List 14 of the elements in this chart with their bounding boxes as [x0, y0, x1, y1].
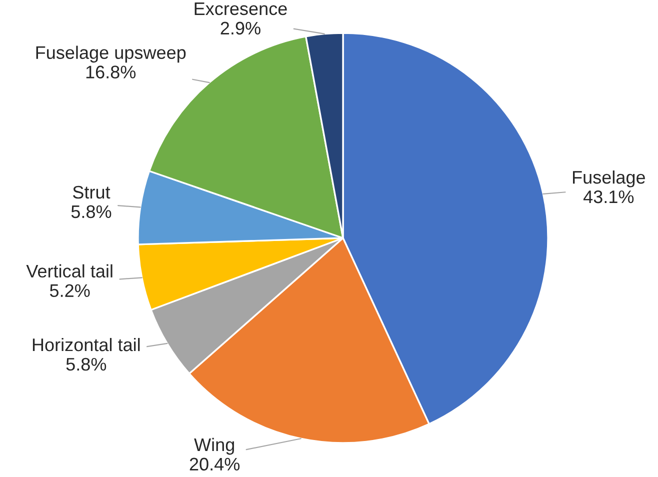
data-label: 5.8%	[66, 358, 106, 371]
data-label: 16.8%	[86, 66, 136, 78]
data-label: 5.2%	[50, 284, 90, 298]
slice-label: Vertical tail	[26, 264, 112, 278]
data-label: 2.9%	[220, 22, 260, 35]
slice-label: Wing	[194, 438, 234, 455]
data-label: 20.4%	[190, 458, 240, 471]
slice-label: Fuselage upsweep	[36, 46, 186, 63]
slice-label: Fuselage	[573, 170, 645, 188]
slice-label: Excresence	[194, 2, 287, 16]
slice-label: Strut	[72, 186, 110, 199]
data-label: 5.8%	[71, 205, 112, 218]
slice-label: Horizontal tail	[32, 338, 140, 352]
data-label: 43.1%	[583, 190, 634, 204]
